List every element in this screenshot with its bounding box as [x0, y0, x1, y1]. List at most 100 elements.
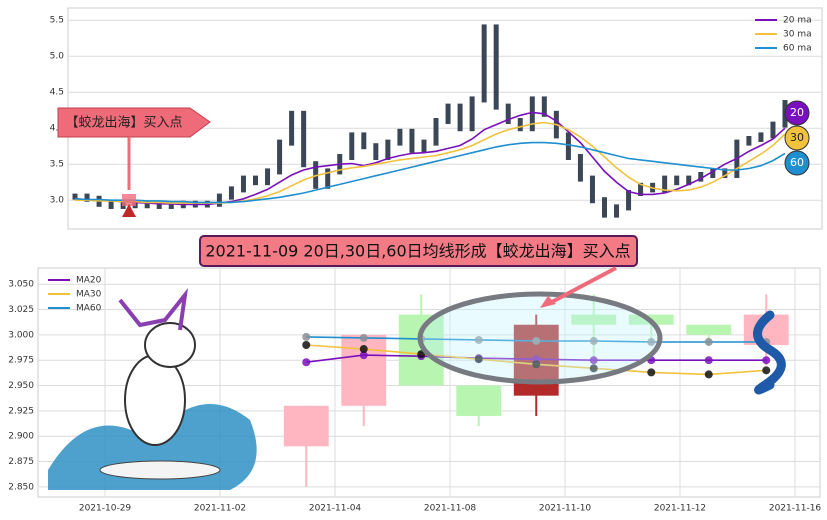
- badge-label: 20: [790, 106, 804, 119]
- price-bar: [662, 175, 668, 193]
- price-bar: [253, 175, 259, 186]
- ma-dot: [474, 335, 483, 344]
- y-tick-label: 2.875: [8, 457, 34, 467]
- price-bar: [517, 118, 523, 132]
- ma-dot: [532, 360, 541, 369]
- candle-body: [283, 405, 329, 447]
- price-bar: [541, 96, 547, 117]
- ma-dot: [302, 332, 311, 341]
- price-bar: [577, 154, 583, 182]
- price-bar: [397, 128, 403, 146]
- x-tick-label: 2021-11-04: [309, 504, 362, 514]
- candle-body: [571, 314, 617, 325]
- ma-dot: [704, 337, 713, 346]
- price-bar: [710, 168, 716, 179]
- price-bar: [493, 24, 499, 110]
- badge: [784, 100, 810, 126]
- price-bar: [505, 103, 511, 125]
- price-bar: [156, 202, 162, 209]
- price-bar: [529, 96, 535, 132]
- badge-label: 30: [790, 131, 804, 144]
- ma-dot: [532, 336, 541, 345]
- y-tick-label: 2.975: [8, 356, 34, 366]
- x-tick-label: 2021-10-29: [79, 504, 132, 514]
- price-bar: [698, 172, 704, 182]
- ma-dot: [589, 356, 598, 365]
- price-bar: [457, 103, 463, 132]
- price-bar: [565, 132, 571, 161]
- price-bar: [674, 175, 680, 186]
- y-tick-label: 2.950: [8, 381, 34, 391]
- price-bar: [240, 175, 246, 193]
- ma-dot: [589, 336, 598, 345]
- y-tick-label: 3.025: [8, 305, 34, 315]
- price-bar: [216, 193, 222, 207]
- price-bar: [301, 110, 307, 168]
- ma-dot: [704, 370, 713, 379]
- price-bar: [108, 200, 114, 209]
- price-bar: [770, 121, 776, 139]
- candle-body: [456, 385, 502, 416]
- price-bar: [228, 186, 234, 200]
- signal-box: [122, 194, 136, 206]
- y-tick-label: 3.050: [8, 280, 34, 290]
- y-tick-label: 4.0: [50, 124, 65, 134]
- ma-dot: [359, 333, 368, 342]
- highlight-ellipse: [417, 291, 663, 385]
- banner-box: [199, 235, 638, 267]
- x-tick-label: 2021-11-16: [769, 504, 822, 514]
- ma-dot: [704, 356, 713, 365]
- price-bar: [168, 202, 174, 209]
- price-bar: [758, 132, 764, 143]
- badge-label: 60: [790, 156, 804, 169]
- ma-line: [74, 141, 786, 204]
- price-bar: [325, 168, 331, 189]
- price-bar: [746, 136, 752, 146]
- y-tick-label: 3.0: [50, 196, 65, 206]
- dog-surfer: [48, 288, 257, 490]
- price-bar: [361, 132, 367, 150]
- price-bar: [289, 110, 295, 146]
- ma-dot: [762, 356, 771, 365]
- y-tick-label: 5.5: [50, 16, 64, 26]
- legend-label: MA30: [76, 290, 102, 300]
- price-bar: [638, 182, 644, 197]
- price-bar: [686, 175, 692, 186]
- ma-dot: [589, 364, 598, 373]
- price-bar: [626, 190, 632, 211]
- price-bar: [409, 128, 415, 153]
- badge: [784, 125, 810, 151]
- price-bar: [722, 168, 728, 179]
- highlight-arrow: [547, 266, 617, 306]
- ma-line: [75, 121, 786, 204]
- ma-dot: [647, 337, 656, 346]
- price-bar: [84, 193, 90, 202]
- ma-dot: [359, 351, 368, 360]
- x-tick-label: 2021-11-02: [194, 504, 246, 514]
- ma-dot: [647, 368, 656, 377]
- signal-text: 【蛟龙出海】买入点: [65, 116, 182, 131]
- ma-dot: [302, 341, 311, 350]
- top-chart: 3.0 3.5 4.0 4.5 5.0 5.5 20 ma 30 ma 60 ma: [50, 16, 822, 218]
- price-bar: [469, 96, 475, 132]
- banner: 2021-11-09 20日,30日,60日均线形成【蛟龙出海】买入点: [199, 235, 638, 267]
- ma-dot: [302, 358, 311, 367]
- y-tick-label: 2.900: [8, 432, 34, 442]
- highlight-arrowhead: [540, 296, 556, 308]
- x-tick-label: 2021-11-12: [654, 504, 706, 514]
- price-bar: [373, 143, 379, 161]
- ma-dot: [474, 355, 483, 364]
- price-bar: [421, 139, 427, 153]
- x-tick-label: 2021-11-08: [424, 504, 477, 514]
- price-bar: [349, 132, 355, 161]
- y-tick-label: 2.925: [8, 406, 34, 416]
- price-bar: [72, 193, 78, 200]
- ma-line: [74, 111, 786, 206]
- price-bar: [601, 197, 607, 218]
- signal-triangle: [122, 204, 136, 217]
- legend-label: 30 ma: [783, 30, 812, 40]
- ma-dot: [762, 366, 771, 375]
- price-bar: [265, 168, 271, 186]
- badge: [784, 150, 810, 176]
